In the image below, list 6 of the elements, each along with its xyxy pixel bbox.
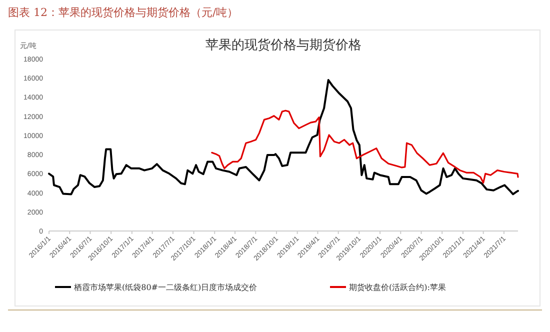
- line-series: [211, 110, 519, 184]
- line-series: [48, 79, 519, 196]
- chart-title: 图表 12：苹果的现货价格与期货价格（元/吨）: [8, 6, 238, 19]
- chart-subtitle: 苹果的现货价格与期货价格: [206, 38, 362, 53]
- legend-label: 栖霞市场苹果(纸袋80#一二级条红)日度市场成交价: [73, 283, 258, 292]
- legend-label: 期货收盘价(活跃合约):苹果: [349, 283, 446, 292]
